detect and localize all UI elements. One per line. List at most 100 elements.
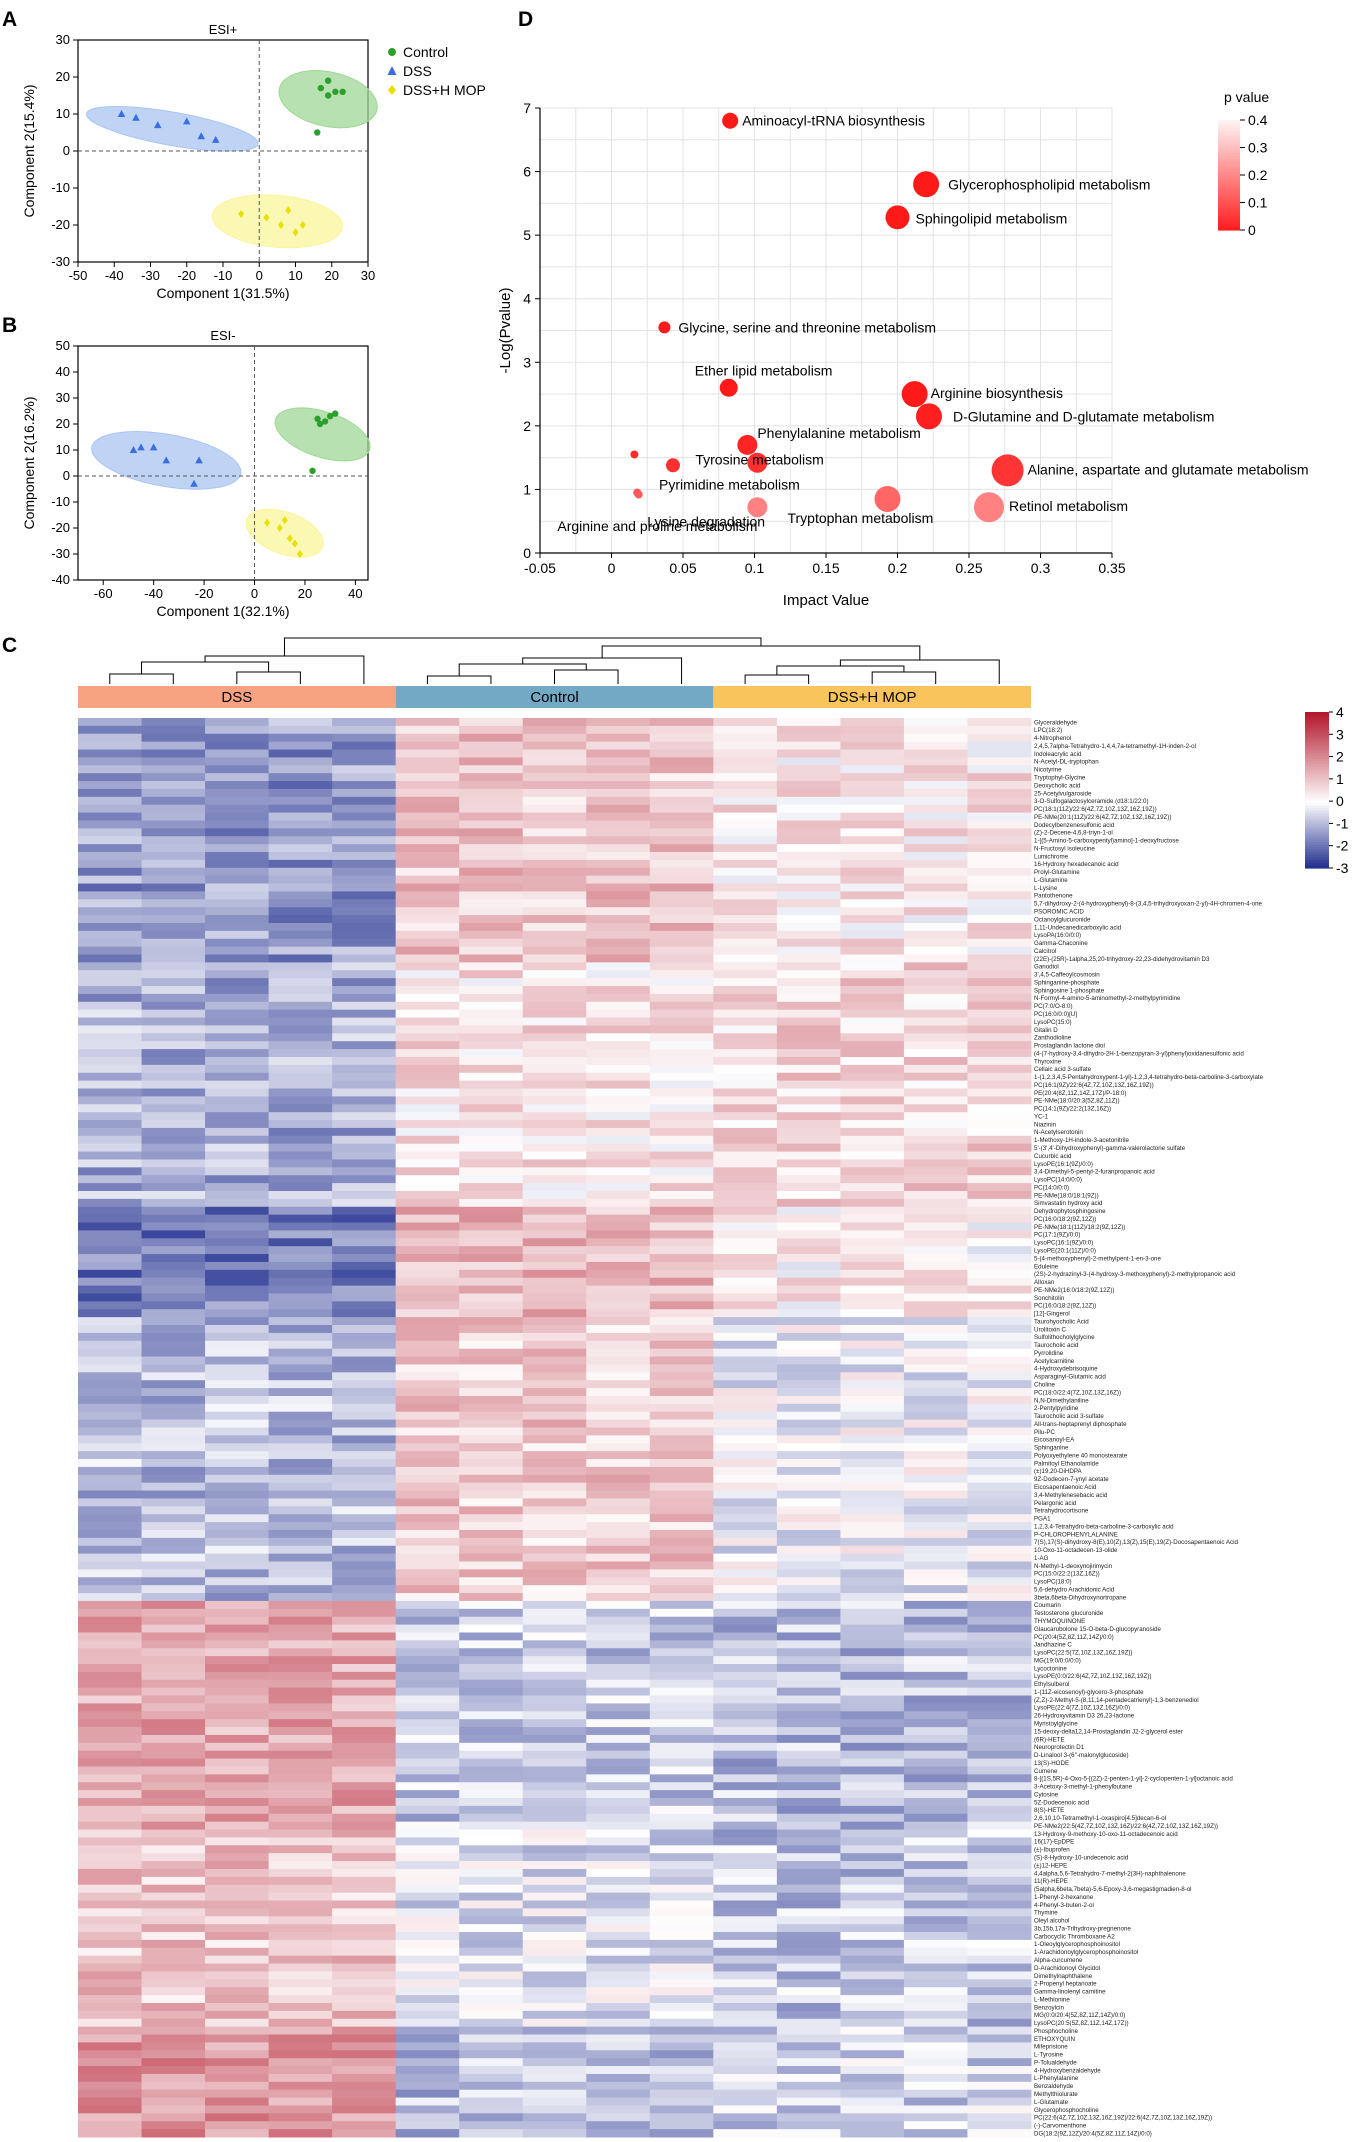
heatmap-cell (903, 1120, 968, 1129)
heatmap-cell (205, 1049, 270, 1058)
heatmap-cell (649, 1924, 714, 1933)
scale-segment (1305, 821, 1329, 825)
heatmap-cell (776, 970, 841, 979)
heatmap-cell (713, 978, 778, 987)
heatmap-cell (967, 1183, 1032, 1192)
heatmap-cell (78, 899, 143, 908)
heatmap-cell (776, 1963, 841, 1972)
heatmap-cell (78, 1459, 143, 1468)
heatmap-cell (268, 1648, 333, 1657)
heatmap-cell (776, 741, 841, 751)
heatmap-cell (205, 1719, 270, 1728)
data-point-dss-h-mop (281, 516, 288, 525)
heatmap-cell (903, 1214, 968, 1224)
heatmap-cell (395, 1884, 460, 1894)
heatmap-cell (522, 930, 587, 940)
heatmap-cell (522, 899, 587, 908)
heatmap-cell (78, 1798, 143, 1807)
heatmap-cell (459, 1269, 524, 1279)
heatmap-cell (459, 1206, 524, 1216)
heatmap-cell (649, 765, 714, 774)
heatmap-cell (903, 1561, 968, 1570)
heatmap-cell (776, 1687, 841, 1697)
heatmap-cell (459, 820, 524, 829)
heatmap-cell (967, 1269, 1032, 1279)
heatmap-cell (395, 1561, 460, 1570)
heatmap-cell (522, 1364, 587, 1373)
heatmap-cell (649, 2042, 714, 2051)
heatmap-cell (141, 1805, 206, 1815)
heatmap-cell (586, 1506, 651, 1515)
heatmap-cell (205, 1001, 270, 1011)
heatmap-cell (141, 1112, 206, 1121)
heatmap-cell (713, 2026, 778, 2036)
heatmap-cell (205, 1679, 270, 1689)
heatmap-cell (78, 1049, 143, 1058)
heatmap-cell (141, 1884, 206, 1894)
heatmap-cell (967, 1790, 1032, 1799)
heatmap-cell (141, 1080, 206, 1090)
heatmap-cell (840, 1466, 905, 1476)
heatmap-cell (522, 1624, 587, 1633)
heatmap-cell (395, 899, 460, 908)
heatmap-cell (78, 2026, 143, 2036)
heatmap-cell (268, 1301, 333, 1310)
data-point-control (317, 84, 325, 92)
bubble (874, 485, 901, 512)
row-label: 15-deoxy-delta12,14-Prostaglandin J2-2-g… (1034, 1728, 1183, 1735)
heatmap-cell (776, 1459, 841, 1468)
heatmap-cell (332, 1821, 397, 1831)
heatmap-cell (459, 922, 524, 932)
data-point-dss (117, 110, 126, 117)
heatmap-cell (459, 1577, 524, 1586)
heatmap-cell (78, 1388, 143, 1397)
heatmap-cell (332, 1608, 397, 1618)
heatmap-cell (459, 1908, 524, 1917)
heatmap-cell (840, 733, 905, 743)
heatmap-cell (586, 915, 651, 924)
heatmap-cell (776, 2010, 841, 2020)
heatmap-cell (649, 1900, 714, 1909)
heatmap-cell (840, 1127, 905, 1137)
heatmap-cell (522, 1191, 587, 1200)
heatmap-cell (586, 1230, 651, 1239)
scale-segment (1305, 862, 1329, 866)
heatmap-cell (522, 1727, 587, 1736)
heatmap-cell (268, 1009, 333, 1019)
heatmap-cell (586, 1553, 651, 1563)
heatmap-cell (586, 1963, 651, 1972)
heatmap-cell (78, 2066, 143, 2075)
heatmap-cell (141, 1285, 206, 1294)
heatmap-cell (459, 1569, 524, 1578)
heatmap-cell (332, 1947, 397, 1957)
heatmap-cell (78, 1490, 143, 1499)
heatmap-cell (459, 1947, 524, 1957)
heatmap-cell (268, 1987, 333, 1996)
heatmap-cell (586, 2066, 651, 2075)
heatmap-cell (713, 1758, 778, 1767)
colorbar-segment (1218, 177, 1240, 182)
heatmap-cell (205, 1656, 270, 1665)
heatmap-cell (268, 1545, 333, 1555)
heatmap-cell (967, 1545, 1032, 1555)
heatmap-cell (522, 1805, 587, 1815)
heatmap-cell (649, 1963, 714, 1972)
heatmap-cell (776, 1995, 841, 2004)
heatmap-cell (141, 1593, 206, 1602)
row-label: LysoPC(14:0/0:0) (1034, 1177, 1082, 1184)
heatmap-cell (586, 2105, 651, 2114)
heatmap-cell (903, 1522, 968, 1531)
heatmap-cell (205, 1987, 270, 1996)
heatmap-cell (141, 1750, 206, 1760)
heatmap-cell (776, 2105, 841, 2114)
heatmap-cell (522, 978, 587, 987)
heatmap-cell (903, 2034, 968, 2043)
heatmap-cell (395, 1947, 460, 1957)
heatmap-cell (967, 1947, 1032, 1957)
heatmap-cell (78, 1285, 143, 1294)
heatmap-cell (522, 1088, 587, 1097)
heatmap-cell (459, 986, 524, 995)
heatmap-cell (840, 1924, 905, 1933)
heatmap-cell (713, 1640, 778, 1649)
heatmap-cell (776, 1640, 841, 1649)
